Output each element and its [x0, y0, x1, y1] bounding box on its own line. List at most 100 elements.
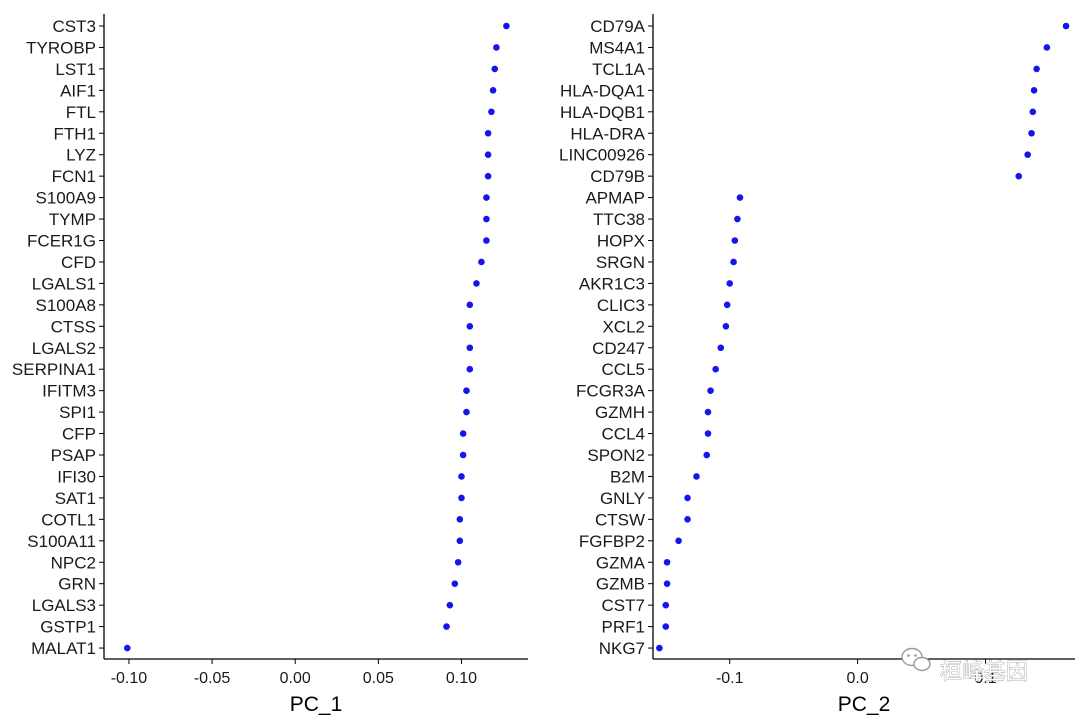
gene-label: CCL4 — [602, 425, 645, 444]
gene-label: GZMB — [596, 575, 645, 594]
gene-label: PSAP — [51, 446, 96, 465]
x-tick-label: 0.10 — [446, 670, 477, 687]
gene-label: IFI30 — [57, 467, 96, 486]
data-point — [484, 151, 492, 158]
data-point — [704, 408, 712, 416]
gene-label: HLA-DQA1 — [560, 81, 645, 100]
data-point — [736, 194, 744, 201]
data-point — [703, 451, 711, 459]
gene-label: GZMH — [595, 403, 645, 422]
data-point — [1043, 44, 1051, 51]
data-point — [684, 494, 691, 502]
gene-label: CFD — [61, 253, 96, 272]
data-point — [663, 580, 671, 587]
gene-label: XCL2 — [602, 317, 645, 336]
gene-label: LGALS2 — [32, 339, 96, 358]
gene-label: TCL1A — [592, 60, 646, 79]
gene-label: FCGR3A — [576, 382, 646, 401]
x-tick-label: 0.00 — [280, 670, 311, 687]
x-tick-label: -0.10 — [111, 670, 148, 687]
data-point — [684, 516, 691, 523]
data-point — [446, 601, 454, 609]
gene-label: MALAT1 — [31, 639, 96, 658]
gene-label: GZMA — [596, 553, 646, 572]
gene-label: CTSS — [51, 317, 96, 336]
data-point — [1033, 65, 1040, 73]
gene-label: SPON2 — [587, 446, 645, 465]
data-point — [662, 601, 670, 609]
gene-label: LYZ — [66, 146, 96, 165]
gene-label: FCN1 — [52, 167, 96, 186]
x-axis-title: PC_2 — [838, 693, 891, 716]
x-tick-label: 0.05 — [363, 670, 394, 687]
data-point — [483, 194, 490, 201]
data-point — [123, 644, 131, 652]
gene-label: HLA-DRA — [570, 124, 645, 143]
gene-label: S100A8 — [36, 296, 97, 315]
data-point — [722, 323, 730, 330]
data-point — [731, 237, 739, 244]
data-point — [466, 301, 474, 309]
data-point — [491, 65, 499, 73]
gene-label: APMAP — [585, 189, 645, 208]
data-point — [443, 623, 450, 630]
gene-label: CST7 — [602, 596, 645, 615]
gene-label: CFP — [62, 425, 96, 444]
gene-label: LGALS1 — [32, 274, 96, 293]
gene-label: NKG7 — [599, 639, 645, 658]
panel-pc2: CD79A MS4A1 TCL1A HLA-DQA1 HLA-DQB1 HLA-DRA LI… — [559, 14, 1075, 716]
gene-label: S100A11 — [27, 532, 96, 551]
data-point — [1024, 151, 1031, 158]
gene-label: CLIC3 — [597, 296, 645, 315]
data-point — [1029, 108, 1037, 116]
gene-label: FTH1 — [54, 124, 97, 143]
gene-label: B2M — [610, 467, 645, 486]
gene-label: LST1 — [55, 60, 96, 79]
data-point — [466, 344, 474, 352]
data-point — [662, 623, 670, 630]
data-point — [707, 387, 714, 394]
data-point — [489, 87, 497, 94]
data-point — [723, 301, 731, 309]
gene-label: FTL — [66, 103, 96, 122]
data-point — [484, 172, 492, 180]
gene-label: LINC00926 — [559, 146, 645, 165]
gene-label: SERPINA1 — [12, 360, 96, 379]
gene-label: AIF1 — [60, 81, 96, 100]
gene-label: MS4A1 — [589, 38, 645, 57]
panel-pc1: CST3 TYROBP LST1 AIF1 FTL FTH1 LYZ FCN1 S100A9 TY… — [12, 14, 528, 716]
data-point — [663, 558, 671, 566]
data-point — [726, 280, 734, 287]
data-point — [483, 215, 490, 223]
data-point — [484, 129, 492, 137]
gene-label: TYROBP — [26, 38, 96, 57]
gene-label: CD247 — [592, 339, 645, 358]
data-point — [483, 237, 490, 244]
data-point — [478, 258, 485, 266]
gene-label: HLA-DQB1 — [560, 103, 645, 122]
watermark: 桓峰基因 — [901, 647, 1028, 685]
gene-label: CTSW — [595, 510, 645, 529]
gene-label: GSTP1 — [40, 618, 96, 637]
gene-label: CD79A — [590, 17, 645, 36]
data-point — [463, 387, 470, 394]
data-point — [1062, 22, 1070, 30]
gene-label: CST3 — [53, 17, 96, 36]
gene-label: IFITM3 — [42, 382, 96, 401]
x-tick-label: -0.1 — [716, 670, 744, 687]
data-point — [1015, 172, 1023, 180]
data-point — [466, 365, 474, 373]
data-point — [456, 516, 464, 523]
data-point — [1030, 87, 1038, 94]
data-point — [456, 537, 464, 545]
gene-label: CCL5 — [602, 360, 645, 379]
gene-label: HOPX — [597, 232, 645, 251]
data-point — [488, 108, 495, 116]
gene-label: TTC38 — [593, 210, 645, 229]
data-point — [704, 430, 712, 437]
gene-label: CD79B — [590, 167, 645, 186]
data-point — [451, 580, 459, 587]
data-point — [463, 408, 470, 416]
data-point — [734, 215, 741, 223]
data-point — [466, 323, 474, 330]
